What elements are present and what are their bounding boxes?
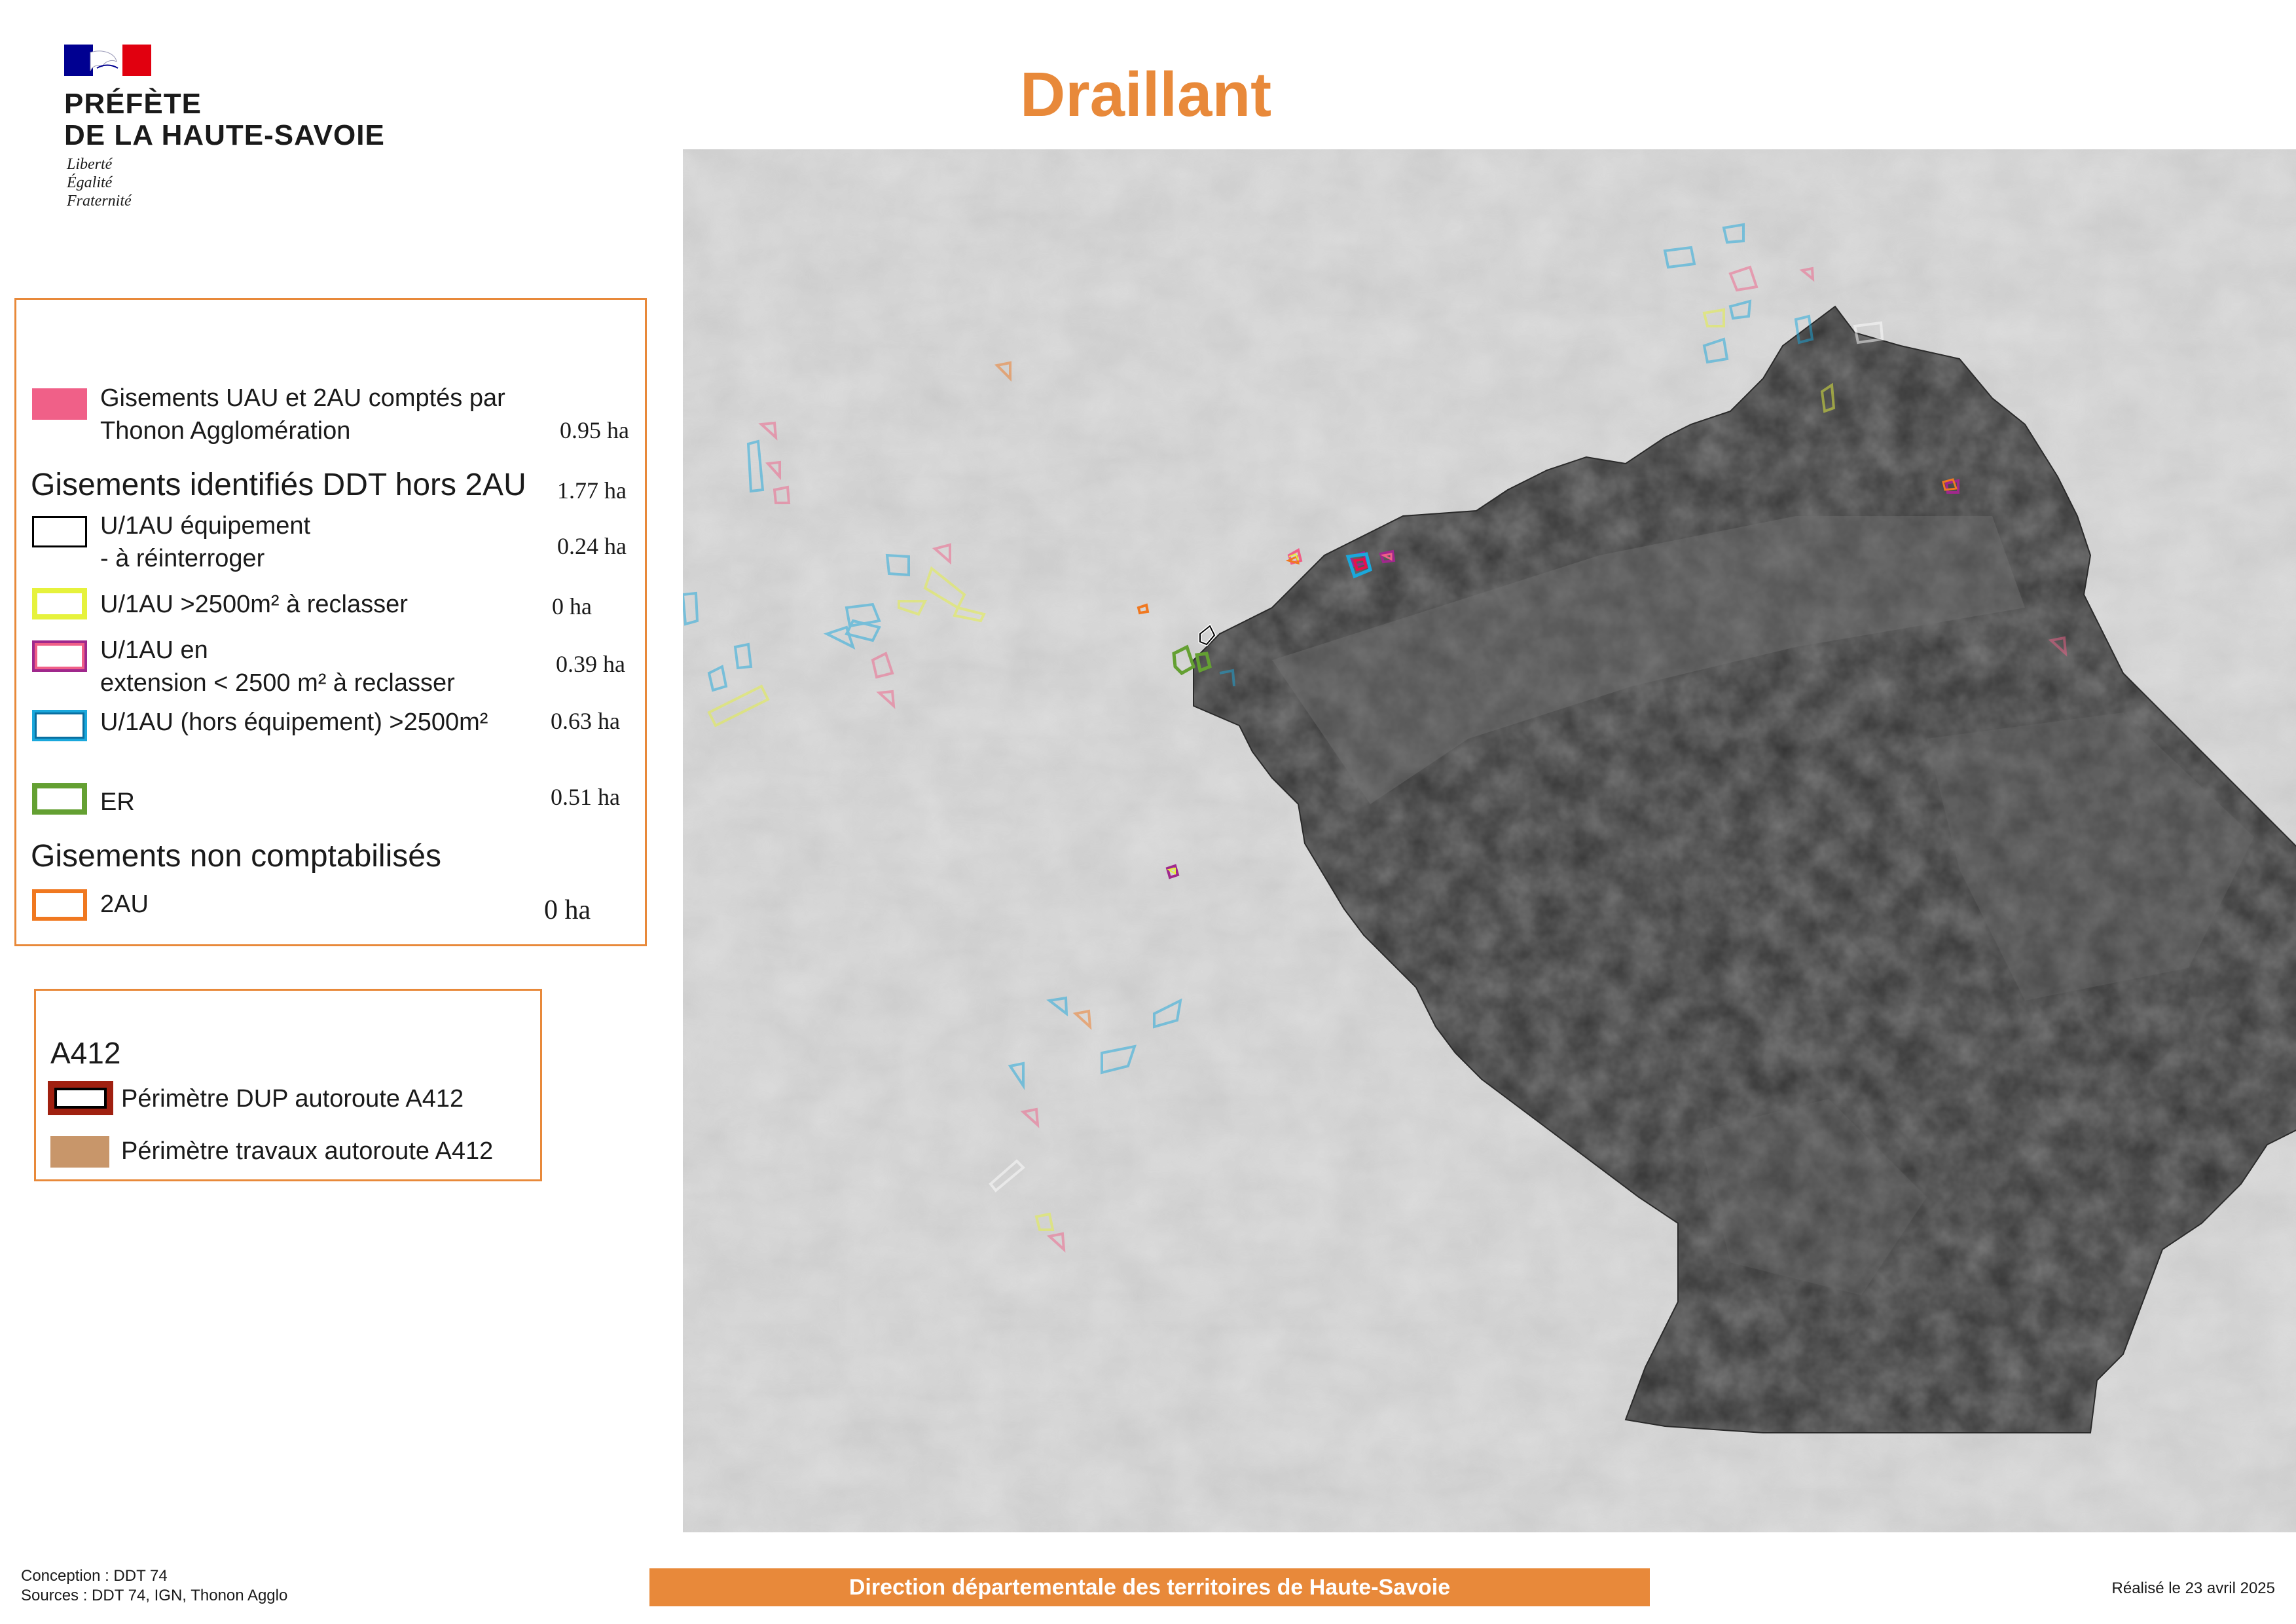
legend-a412-title: A412 (50, 1036, 121, 1070)
parcels-inside (1137, 478, 1959, 879)
legend-swatch-works (50, 1136, 109, 1168)
credits-sources: Sources : DDT 74, IGN, Thonon Agglo (21, 1587, 288, 1604)
prefecture-name-line1: PRÉFÈTE (64, 88, 202, 120)
legend-label-black-line1: U/1AU équipement (100, 512, 311, 540)
legend-value-cyan: 0.63 ha (551, 708, 620, 734)
credits: Conception : DDT 74 Sources : DDT 74, IG… (21, 1566, 287, 1606)
legend-value-ddt-total: 1.77 ha (557, 477, 627, 504)
legend-label-dup: Périmètre DUP autoroute A412 (121, 1085, 464, 1113)
legend-label-pink-line2: Thonon Agglomération (100, 417, 351, 445)
legend-value-black: 0.24 ha (557, 533, 627, 559)
motto-egalite: Égalité (67, 174, 113, 191)
legend-swatch-orange (32, 889, 87, 921)
legend-label-black-line2: - à réinterroger (100, 545, 265, 572)
footer-agency-banner: Direction départementale des territoires… (649, 1568, 1650, 1606)
legend-swatch-purple (32, 640, 87, 672)
legend-heading-non-comptabilises: Gisements non comptabilisés (31, 839, 441, 874)
legend-swatch-yellow (32, 588, 87, 619)
legend-swatch-pink (32, 388, 87, 420)
legend-value-orange: 0 ha (544, 895, 591, 925)
motto-liberte: Liberté (67, 156, 113, 173)
legend-label-pink-line1: Gisements UAU et 2AU comptés par (100, 384, 505, 412)
parcels-outside (683, 223, 2068, 1253)
legend-swatch-black (32, 516, 87, 547)
motto-fraternite: Fraternité (67, 193, 132, 210)
legend-label-yellow: U/1AU >2500m² à reclasser (100, 591, 408, 618)
legend-label-works: Périmètre travaux autoroute A412 (121, 1137, 494, 1165)
aerial-map[interactable] (683, 149, 2296, 1532)
prefecture-name-line2: DE LA HAUTE-SAVOIE (64, 119, 385, 151)
legend-label-green: ER (100, 788, 135, 816)
legend-label-orange: 2AU (100, 891, 149, 918)
legend-value-yellow: 0 ha (552, 593, 592, 619)
production-date: Réalisé le 23 avril 2025 (2111, 1579, 2275, 1597)
legend-label-purple-line1: U/1AU en (100, 637, 208, 664)
legend-swatch-dup (48, 1081, 113, 1115)
legend-label-cyan: U/1AU (hors équipement) >2500m² (100, 709, 488, 736)
legend-a412: A412 Périmètre DUP autoroute A412 Périmè… (34, 989, 542, 1181)
legend-value-green: 0.51 ha (551, 784, 620, 810)
legend-heading-ddt: Gisements identifiés DDT hors 2AU (31, 468, 526, 502)
legend-value-purple: 0.39 ha (556, 651, 625, 677)
legend-gisements: Gisements UAU et 2AU comptés par Thonon … (14, 298, 647, 946)
legend-swatch-cyan (32, 710, 87, 741)
credits-conception: Conception : DDT 74 (21, 1567, 168, 1585)
prefecture-logo: PRÉFÈTE DE LA HAUTE-SAVOIE Liberté Égali… (64, 45, 431, 221)
marianne-flag-icon (64, 45, 151, 76)
map-title: Draillant (1019, 60, 1272, 130)
legend-label-purple-line2: extension < 2500 m² à reclasser (100, 669, 455, 697)
legend-swatch-green (32, 783, 87, 815)
legend-value-pink: 0.95 ha (560, 417, 629, 443)
